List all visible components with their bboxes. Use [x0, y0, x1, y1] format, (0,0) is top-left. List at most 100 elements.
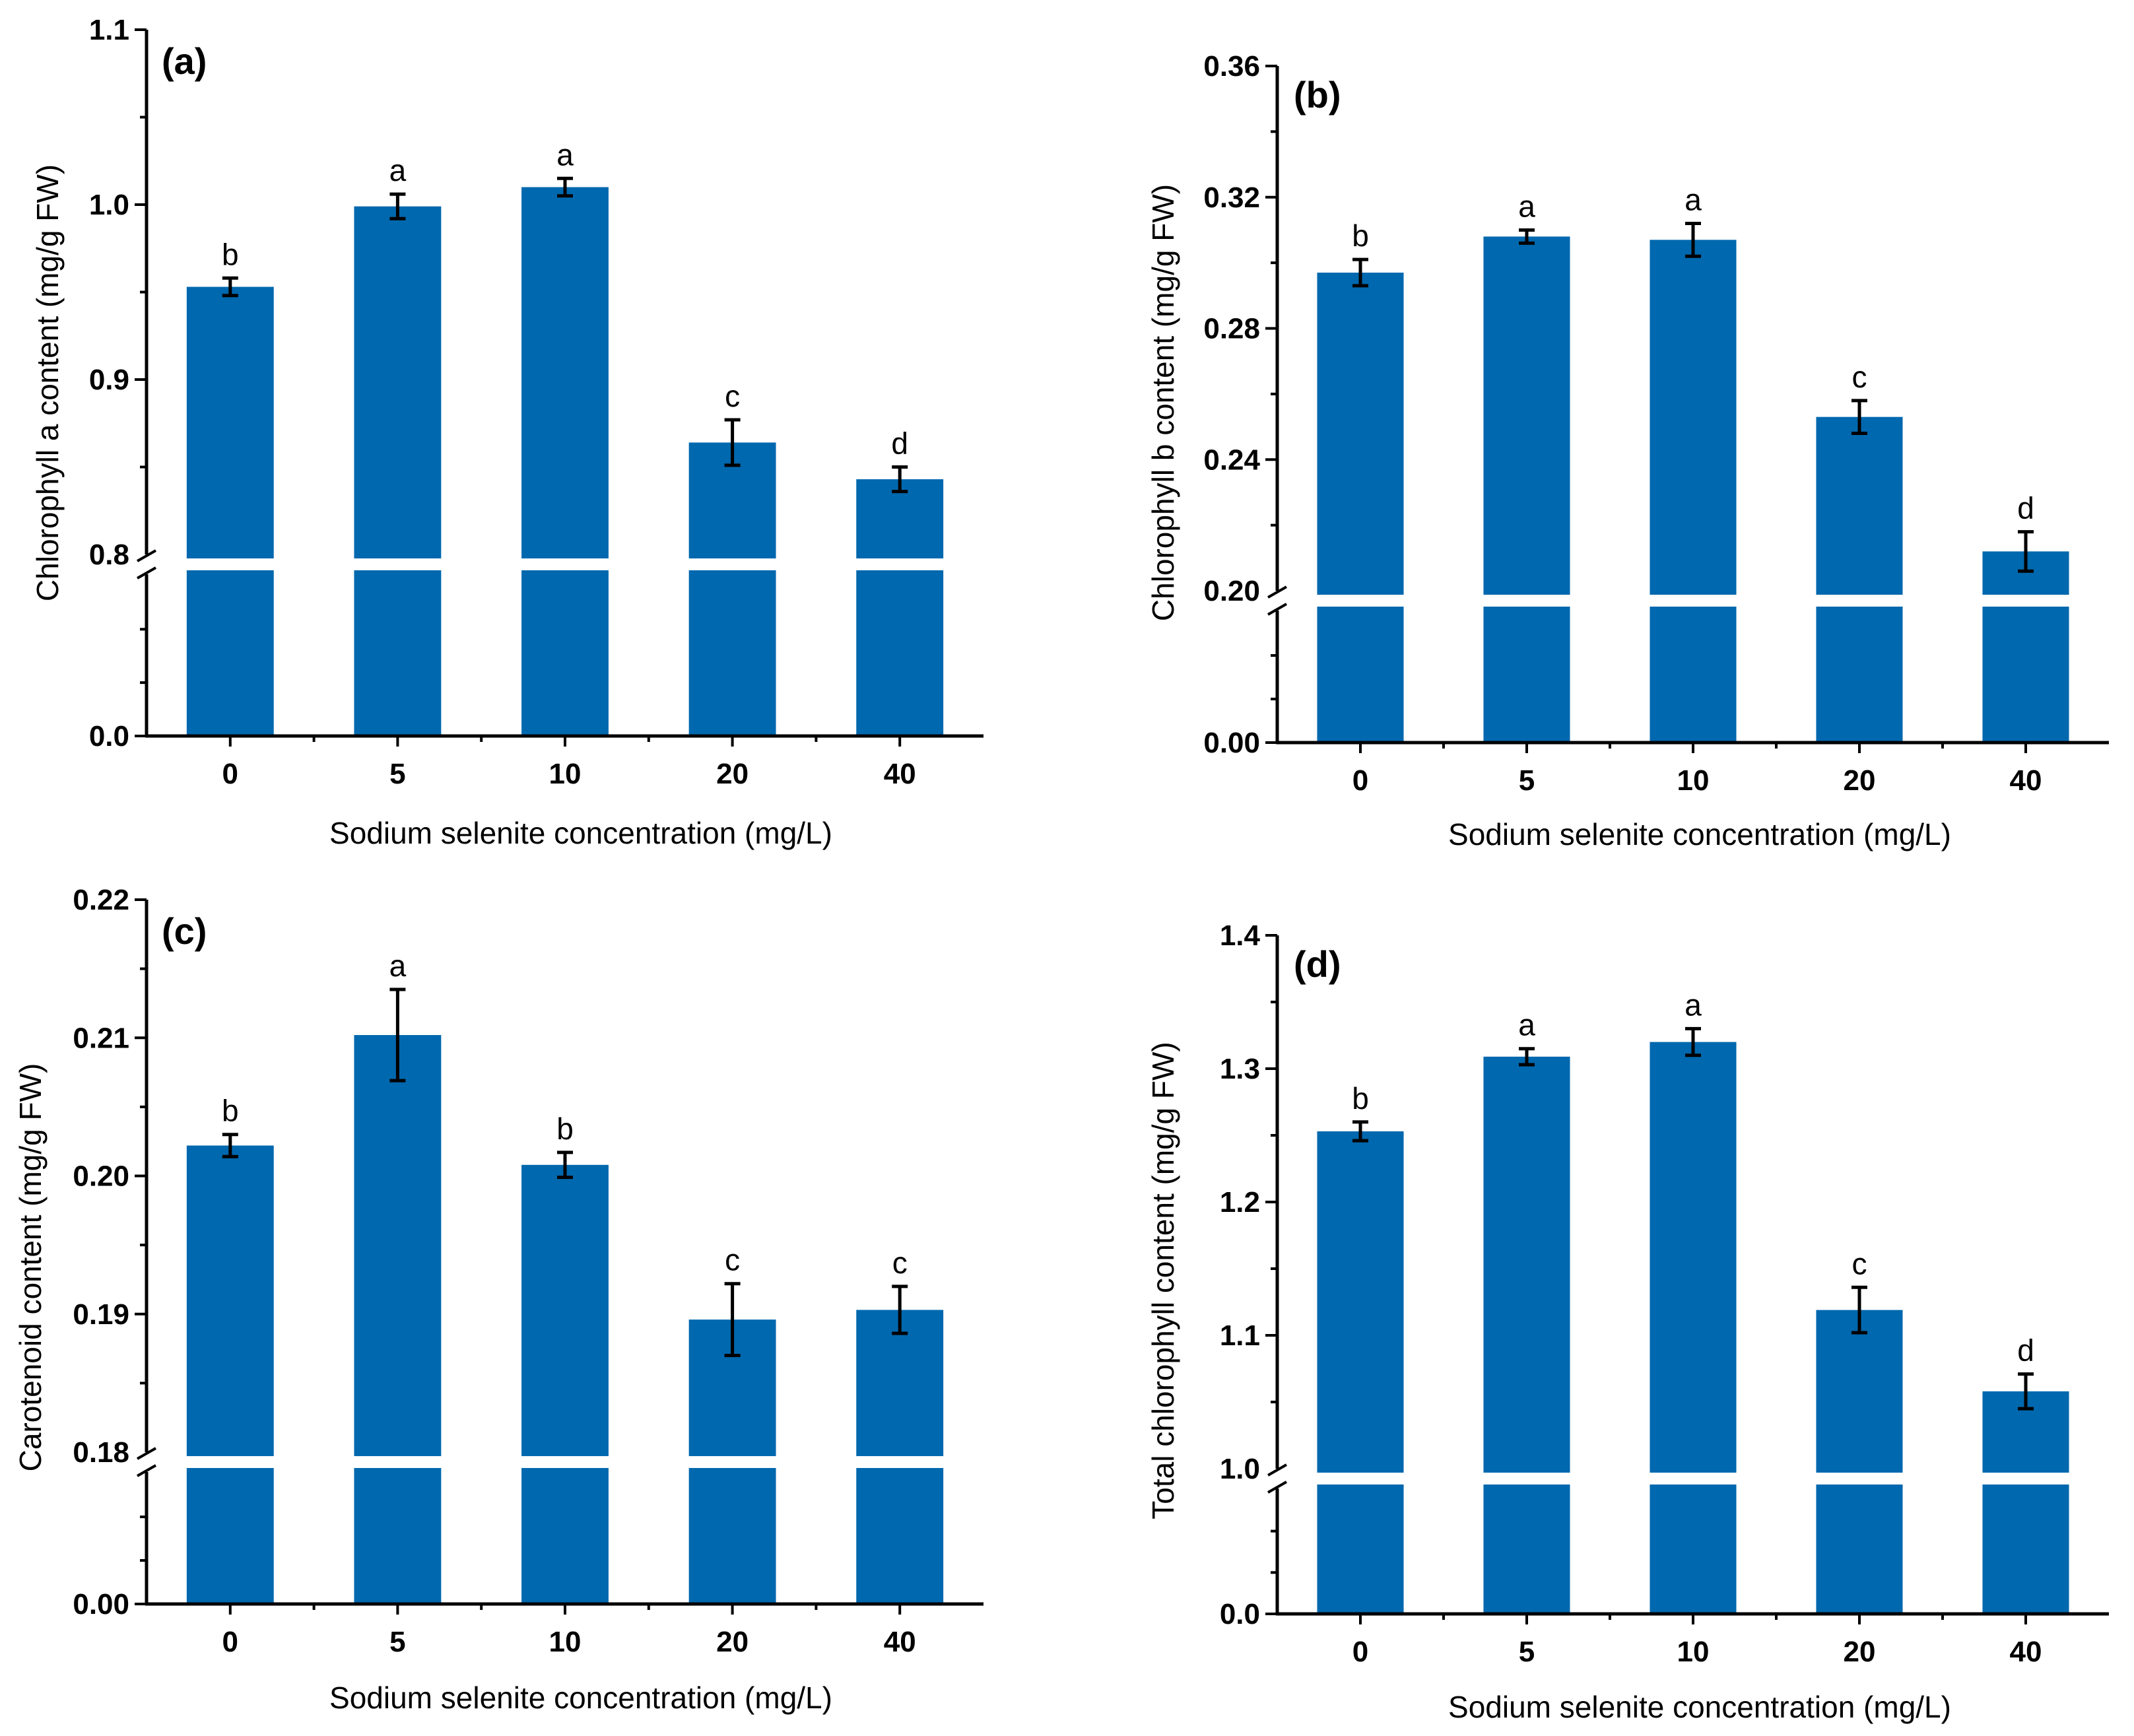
chart-d-break-gap [1279, 1473, 2107, 1485]
chart-d-ytick-label: 1.3 [1220, 1053, 1260, 1085]
chart-a-xtick-label-5: 5 [389, 758, 405, 790]
chart-c-sig-letter-20: c [725, 1243, 740, 1277]
chart-b-break-gap [1279, 595, 2107, 607]
chart-c-ytick-label: 0.21 [73, 1022, 129, 1054]
chart-b-xtick-label-10: 10 [1677, 764, 1710, 797]
chart-d-errorbar-0 [1352, 1120, 1368, 1143]
chart-d-sig-letter-5: a [1518, 1008, 1535, 1042]
chart-a-errorbar-5 [389, 192, 406, 220]
chart-b-ytick-label: 0.32 [1203, 182, 1260, 214]
chart-c-xtick-label-10: 10 [549, 1626, 582, 1658]
chart-b-panel-label: (b) [1294, 74, 1341, 116]
chart-c-svg: Carotenoid content (mg/g FW) Sodium sele… [13, 884, 984, 1715]
chart-a-axis-break-mark [137, 549, 156, 580]
chart-c-errorbar-5 [389, 987, 406, 1083]
chart-b-xtick-label-0: 0 [1352, 764, 1368, 797]
chart-a-ylabel: Chlorophyll a content (mg/g FW) [30, 164, 65, 601]
chart-a-xtick-label-20: 20 [716, 758, 749, 790]
chart-d-xtick-label-10: 10 [1677, 1636, 1710, 1668]
chart-a-ytick-label: 0.0 [89, 720, 129, 752]
chart-a-ytick-label: 0.9 [89, 364, 129, 396]
chart-c-xtick-label-20: 20 [716, 1626, 749, 1658]
chart-b-sig-letter-40: d [2017, 491, 2034, 525]
chart-b-xtick-label-5: 5 [1519, 764, 1535, 797]
chart-c-errorbar-20 [724, 1282, 741, 1358]
chart-a-sig-letter-0: b [222, 237, 239, 271]
chart-a-xtick-label-10: 10 [549, 758, 582, 790]
chart-d-xtick-label-0: 0 [1352, 1636, 1368, 1668]
chart-b-ytick-label: 0.28 [1203, 313, 1260, 345]
panel-d: Total chlorophyll content (mg/g FW) Sodi… [1096, 871, 2134, 1736]
chart-d-sig-letter-20: c [1852, 1246, 1867, 1281]
chart-d-xtick-label-40: 40 [2010, 1636, 2042, 1668]
chart-c-axis-break-mark [137, 1447, 156, 1477]
chart-b-sig-letter-0: b [1352, 218, 1369, 253]
chart-c-sig-letter-5: a [389, 949, 407, 983]
chart-c-ytick-label: 0.19 [73, 1298, 129, 1331]
chart-c-errorbar-10 [557, 1151, 573, 1180]
chart-c-panel-label: (c) [162, 910, 207, 952]
chart-c-xtick-label-0: 0 [222, 1626, 238, 1658]
chart-b-errorbar-20 [1851, 399, 1867, 435]
chart-b-ytick-label: 0.00 [1203, 727, 1260, 759]
chart-d-errorbar-40 [2018, 1372, 2034, 1411]
chart-a-ytick-label: 0.8 [89, 539, 129, 571]
chart-a-bar-5 [354, 206, 442, 736]
chart-c-bar-5 [354, 1035, 442, 1604]
chart-b-axis-break-mark [1267, 585, 1287, 616]
chart-b-bar-5 [1483, 236, 1570, 743]
chart-c-ytick-label: 0.18 [73, 1436, 129, 1469]
chart-a-xtick-label-40: 40 [884, 758, 916, 790]
chart-c-ylabel: Carotenoid content (mg/g FW) [13, 1063, 48, 1472]
panel-b: Chlorophyll b content (mg/g FW) Sodium s… [1096, 0, 2134, 858]
chart-d-errorbar-20 [1851, 1285, 1867, 1335]
chart-a-ytick-label: 1.0 [89, 189, 129, 221]
chart-b-bar-20 [1816, 417, 1903, 743]
chart-c-sig-letter-0: b [222, 1094, 239, 1128]
chart-b-errorbar-10 [1685, 222, 1701, 258]
chart-d-bar-0 [1317, 1131, 1404, 1614]
chart-d-ytick-label: 0.0 [1220, 1598, 1260, 1630]
chart-b-svg: Chlorophyll b content (mg/g FW) Sodium s… [1146, 50, 2109, 851]
chart-a-sig-letter-40: d [891, 426, 908, 461]
chart-b-ytick-label: 0.24 [1203, 444, 1260, 476]
chart-c-ytick-label: 0.00 [73, 1588, 129, 1620]
chart-c-xlabel: Sodium selenite concentration (mg/L) [329, 1681, 832, 1715]
chart-d-xtick-label-5: 5 [1519, 1636, 1535, 1668]
chart-a-errorbar-0 [222, 276, 238, 298]
panel-a: Chlorophyll a content (mg/g FW) Sodium s… [0, 0, 1056, 858]
chart-d-ytick-label: 1.2 [1220, 1186, 1260, 1219]
chart-a-panel-label: (a) [162, 40, 207, 82]
chart-a-bar-20 [688, 442, 776, 736]
chart-d-bar-10 [1650, 1042, 1737, 1614]
chart-d-ytick-label: 1.0 [1220, 1453, 1260, 1485]
chart-b-sig-letter-5: a [1518, 189, 1535, 223]
chart-d-axis-break-mark [1267, 1463, 1287, 1494]
chart-c-ytick-label: 0.22 [73, 884, 129, 916]
chart-c-xtick-label-5: 5 [389, 1626, 405, 1658]
chart-b-ytick-label: 0.20 [1203, 575, 1260, 607]
chart-c-errorbar-40 [892, 1285, 908, 1335]
chart-a-bar-40 [856, 479, 944, 736]
chart-a-sig-letter-10: a [556, 137, 574, 172]
chart-d-bar-20 [1816, 1310, 1903, 1614]
chart-d-panel-label: (d) [1294, 943, 1341, 985]
chart-d-sig-letter-0: b [1352, 1081, 1369, 1116]
panel-c: Carotenoid content (mg/g FW) Sodium sele… [0, 871, 1056, 1736]
chart-d-sig-letter-40: d [2017, 1333, 2034, 1368]
chart-a-errorbar-40 [892, 465, 908, 494]
chart-c-errorbar-0 [222, 1133, 238, 1158]
chart-c-bar-10 [521, 1164, 609, 1604]
chart-a-errorbar-20 [724, 418, 741, 467]
chart-b-sig-letter-20: c [1852, 360, 1867, 394]
chart-c-break-gap [149, 1456, 982, 1468]
chart-c-sig-letter-40: c [892, 1246, 908, 1280]
chart-a-bar-0 [186, 286, 274, 736]
chart-b-sig-letter-10: a [1684, 183, 1702, 217]
chart-b-ytick-label: 0.36 [1203, 50, 1260, 83]
chart-a-sig-letter-5: a [389, 153, 407, 187]
chart-c-xtick-label-40: 40 [884, 1626, 916, 1658]
chart-d-ytick-label: 1.1 [1220, 1319, 1260, 1352]
chart-d-bar-40 [1982, 1391, 2069, 1614]
chart-a-break-gap [149, 558, 982, 570]
